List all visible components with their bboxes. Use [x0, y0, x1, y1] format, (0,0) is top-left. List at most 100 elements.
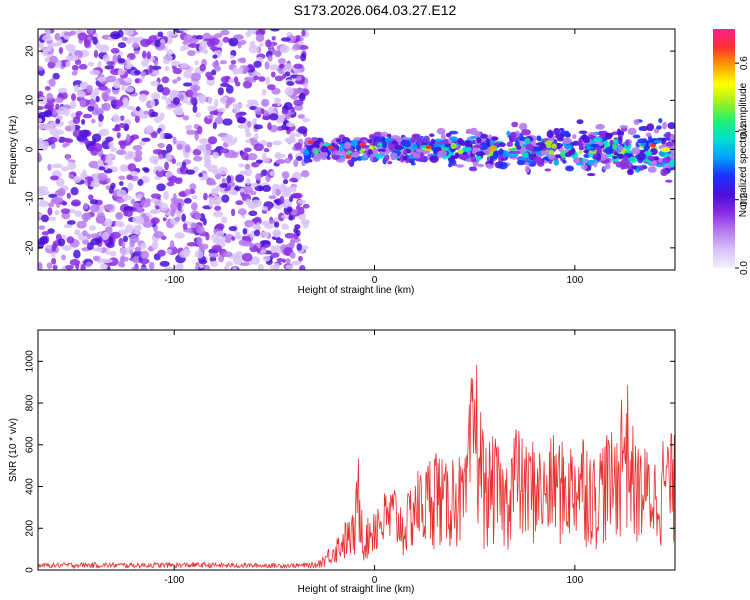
signal-blob: [410, 136, 416, 144]
noise-speckle: [127, 182, 134, 191]
noise-speckle: [203, 149, 212, 156]
noise-speckle: [70, 199, 82, 207]
noise-speckle: [156, 183, 166, 192]
signal-blob: [658, 118, 663, 124]
noise-speckle: [166, 49, 174, 56]
noise-speckle: [152, 148, 164, 155]
noise-speckle: [121, 241, 126, 248]
noise-speckle: [212, 210, 224, 218]
signal-blob: [555, 133, 565, 140]
noise-speckle: [88, 194, 94, 201]
snr-series-line: [38, 364, 675, 570]
signal-blob: [473, 144, 483, 149]
signal-blob: [317, 137, 324, 143]
noise-speckle: [247, 63, 254, 70]
noise-speckle: [110, 182, 116, 190]
noise-speckle: [95, 95, 100, 103]
signal-blob: [620, 163, 626, 170]
noise-speckle: [194, 250, 204, 259]
noise-speckle: [194, 60, 199, 66]
noise-speckle: [296, 75, 302, 82]
noise-speckle: [138, 93, 148, 103]
noise-speckle: [118, 58, 126, 64]
noise-speckle: [119, 247, 130, 256]
noise-speckle: [209, 37, 220, 46]
noise-speckle: [44, 85, 51, 91]
noise-speckle: [273, 262, 280, 270]
signal-blob: [618, 145, 624, 152]
noise-speckle: [149, 155, 160, 164]
noise-speckle: [210, 260, 219, 267]
noise-speckle: [51, 109, 57, 117]
noise-speckle: [114, 221, 120, 227]
noise-speckle: [213, 200, 220, 206]
noise-speckle: [150, 217, 160, 225]
noise-speckle: [283, 101, 293, 110]
noise-speckle: [65, 44, 76, 52]
noise-speckle: [100, 263, 109, 270]
noise-speckle: [75, 111, 83, 116]
signal-blob: [469, 167, 478, 172]
y-tick-label: 1000: [25, 350, 36, 373]
signal-blob: [521, 151, 529, 159]
noise-speckle: [255, 33, 265, 42]
noise-speckle: [302, 117, 311, 123]
signal-blob: [565, 165, 575, 172]
noise-speckle: [141, 137, 151, 142]
signal-blob: [439, 150, 448, 157]
noise-speckle: [199, 63, 206, 72]
noise-speckle: [38, 118, 43, 123]
noise-speckle: [248, 45, 260, 54]
y-tick-label: 600: [25, 436, 36, 453]
signal-blob: [489, 144, 497, 152]
noise-speckle: [69, 30, 76, 36]
noise-speckle: [297, 199, 307, 205]
noise-speckle: [79, 98, 87, 108]
noise-speckle: [275, 237, 284, 244]
noise-speckle: [159, 112, 165, 121]
noise-speckle: [237, 208, 247, 216]
noise-speckle: [286, 122, 295, 128]
signal-blob: [457, 148, 464, 155]
noise-speckle: [38, 139, 45, 148]
signal-blob: [655, 163, 665, 168]
noise-speckle: [262, 255, 271, 262]
noise-speckle: [86, 84, 93, 93]
signal-blob: [343, 141, 352, 150]
noise-speckle: [113, 99, 124, 107]
noise-speckle: [268, 195, 277, 200]
signal-blob: [356, 144, 362, 152]
signal-blob: [387, 133, 392, 138]
noise-speckle: [115, 211, 124, 220]
signal-blob: [553, 127, 561, 136]
noise-speckle: [174, 232, 185, 239]
noise-speckle: [119, 141, 127, 150]
noise-speckle: [143, 126, 154, 134]
noise-speckle: [118, 175, 126, 181]
noise-speckle: [246, 178, 251, 186]
noise-speckle: [124, 155, 131, 160]
noise-speckle: [180, 45, 186, 52]
noise-speckle: [174, 264, 182, 270]
noise-speckle: [248, 210, 258, 217]
y-tick-label: 10: [25, 94, 36, 106]
noise-speckle: [116, 189, 127, 198]
noise-speckle: [169, 240, 175, 249]
heatmap-ylabel: Frequency (Hz): [8, 116, 19, 185]
line-xlabel: Height of straight line (km): [298, 584, 415, 595]
noise-speckle: [263, 147, 270, 153]
noise-speckle: [51, 257, 57, 265]
noise-speckle: [88, 160, 100, 169]
signal-blob: [548, 154, 556, 160]
noise-speckle: [45, 29, 51, 36]
noise-speckle: [164, 161, 169, 171]
noise-speckle: [48, 193, 58, 199]
x-tick-label: -100: [164, 275, 184, 286]
signal-blob: [647, 166, 657, 173]
signal-blob: [637, 152, 646, 161]
noise-speckle: [183, 69, 192, 79]
noise-speckle: [140, 38, 151, 48]
noise-speckle: [182, 82, 193, 87]
noise-speckle: [284, 86, 294, 96]
noise-speckle: [49, 55, 59, 64]
